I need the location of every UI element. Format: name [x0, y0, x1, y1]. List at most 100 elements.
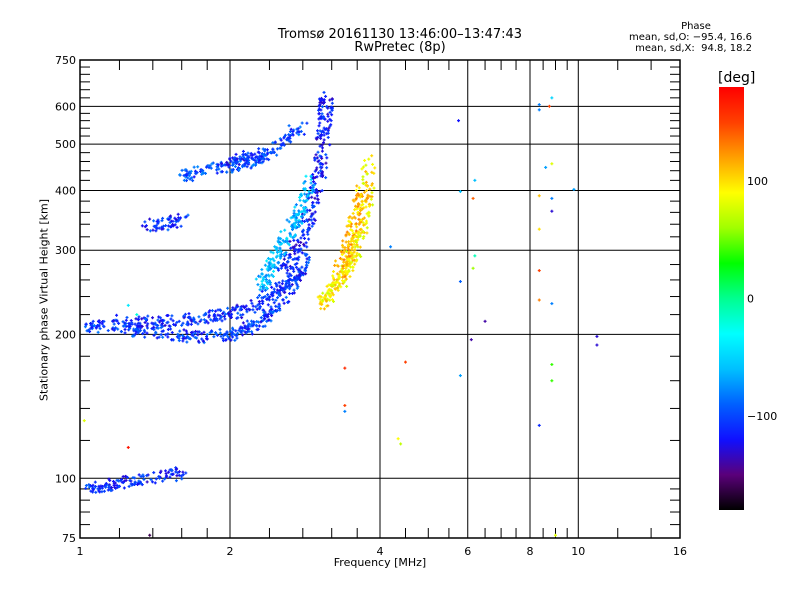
- data-point: [331, 300, 335, 304]
- data-point: [236, 311, 240, 315]
- data-point: [302, 181, 306, 185]
- x-tick-label: 2: [227, 545, 234, 558]
- data-point: [362, 181, 366, 185]
- data-point: [357, 222, 361, 226]
- data-point: [285, 218, 289, 222]
- data-point: [266, 282, 270, 286]
- data-point: [367, 204, 371, 208]
- data-point: [300, 251, 304, 255]
- data-point: [298, 244, 302, 248]
- data-point: [295, 286, 299, 290]
- data-point: [343, 366, 347, 370]
- data-point: [225, 170, 229, 174]
- colorbar-label: [deg]: [718, 70, 756, 86]
- data-point: [230, 312, 234, 316]
- stats-o-mode: mean, sd,O: −95.4, 16.6: [629, 32, 752, 43]
- data-point: [272, 287, 276, 291]
- data-point: [228, 157, 232, 161]
- data-point: [271, 298, 275, 302]
- data-point: [207, 310, 211, 314]
- data-point: [258, 161, 262, 165]
- data-point: [257, 151, 261, 155]
- data-point: [218, 328, 222, 332]
- data-point: [171, 319, 175, 323]
- data-point: [317, 117, 321, 121]
- data-point: [145, 331, 149, 335]
- data-point: [471, 266, 475, 270]
- data-point: [333, 263, 337, 267]
- data-point: [167, 324, 171, 328]
- data-point: [279, 138, 283, 142]
- data-point: [370, 182, 374, 186]
- data-point: [550, 379, 554, 383]
- data-point: [293, 262, 297, 266]
- data-point: [159, 316, 163, 320]
- data-point: [117, 479, 121, 483]
- data-point: [315, 194, 319, 198]
- data-point: [291, 236, 295, 240]
- data-point: [310, 203, 314, 207]
- data-point: [350, 216, 354, 220]
- data-point: [353, 208, 357, 212]
- data-point: [271, 257, 275, 261]
- data-point: [351, 234, 355, 238]
- data-point: [141, 473, 145, 477]
- data-point: [340, 250, 344, 254]
- data-point: [297, 130, 301, 134]
- data-point: [241, 313, 245, 317]
- data-point: [184, 215, 188, 219]
- data-point: [154, 477, 158, 481]
- data-point: [318, 129, 322, 133]
- data-point: [310, 195, 314, 199]
- data-point: [473, 254, 477, 258]
- data-point: [316, 150, 320, 154]
- data-point: [139, 482, 143, 486]
- tick-labels: 1 2 4 6 8 10 16 75 100 200 300 400 500 600 750: [55, 54, 687, 558]
- data-point: [312, 183, 316, 187]
- data-point: [321, 116, 325, 120]
- data-point: [123, 327, 127, 331]
- data-point: [160, 227, 164, 231]
- data-point: [369, 197, 373, 201]
- data-point: [87, 485, 91, 489]
- data-point: [177, 335, 181, 339]
- data-point: [229, 309, 233, 313]
- data-point: [189, 169, 193, 173]
- data-point: [300, 221, 304, 225]
- data-point: [550, 302, 554, 306]
- data-point: [305, 252, 309, 256]
- data-point: [365, 231, 369, 235]
- data-point: [170, 314, 174, 318]
- data-point: [274, 298, 278, 302]
- data-point: [319, 307, 323, 311]
- data-point: [136, 331, 140, 335]
- data-point: [247, 161, 251, 165]
- data-point: [285, 271, 289, 275]
- data-point: [236, 316, 240, 320]
- data-point: [361, 217, 365, 221]
- data-point: [302, 242, 306, 246]
- data-point: [290, 283, 294, 287]
- data-point: [156, 318, 160, 322]
- data-point: [313, 182, 317, 186]
- data-point: [371, 203, 375, 207]
- data-point: [83, 325, 87, 329]
- data-point: [134, 330, 138, 334]
- data-point: [157, 335, 161, 339]
- data-point: [137, 473, 141, 477]
- data-point: [365, 212, 369, 216]
- data-point: [372, 171, 376, 175]
- data-point: [288, 136, 292, 140]
- data-point: [291, 129, 295, 133]
- data-point: [233, 308, 237, 312]
- data-point: [242, 153, 246, 157]
- data-point: [295, 283, 299, 287]
- data-point: [151, 316, 155, 320]
- data-point: [220, 315, 224, 319]
- data-point: [202, 330, 206, 334]
- data-point: [363, 190, 367, 194]
- data-point: [111, 479, 115, 483]
- data-point: [320, 149, 324, 153]
- data-point: [249, 166, 253, 170]
- data-point: [189, 318, 193, 322]
